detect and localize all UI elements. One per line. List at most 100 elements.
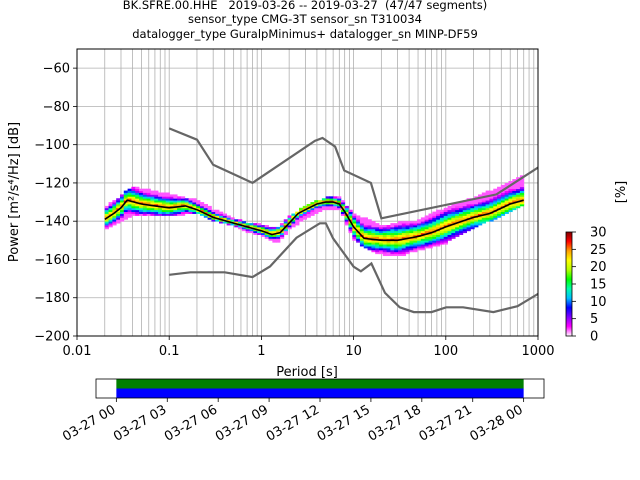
psd-density-cell <box>470 221 475 224</box>
psd-density-cell <box>455 230 460 234</box>
psd-density-cell <box>398 228 403 232</box>
psd-density-cell <box>519 198 525 201</box>
x-tick-label: 0.1 <box>159 344 180 359</box>
y-tick-label: −160 <box>34 253 70 268</box>
psd-density-cell <box>348 213 353 216</box>
psd-density-cell <box>451 221 456 224</box>
psd-density-cell <box>302 215 308 218</box>
psd-density-cell <box>169 200 174 203</box>
psd-density-cell <box>439 211 445 214</box>
psd-density-cell <box>279 232 285 235</box>
psd-density-cell <box>386 246 391 249</box>
psd-density-cell <box>413 247 418 251</box>
psd-density-cell <box>436 232 441 235</box>
psd-density-cell <box>428 230 433 234</box>
psd-density-cell <box>188 207 193 211</box>
psd-density-cell <box>428 228 433 232</box>
psd-density-cell <box>150 194 155 197</box>
psd-density-cell <box>474 207 479 211</box>
psd-density-cell <box>253 230 258 234</box>
psd-density-cell <box>131 213 136 216</box>
psd-density-cell <box>337 207 342 211</box>
psd-density-cell <box>451 228 456 232</box>
psd-density-cell <box>371 236 376 239</box>
psd-density-cell <box>409 249 414 253</box>
psd-density-cell <box>154 196 159 199</box>
colorbar-tick-label: 15 <box>590 278 607 293</box>
psd-density-cell <box>352 219 357 222</box>
psd-density-cell <box>127 196 132 199</box>
psd-density-cell <box>455 207 460 211</box>
psd-density-cell <box>451 236 456 239</box>
psd-density-cell <box>493 211 498 214</box>
psd-density-cell <box>135 188 140 191</box>
timeline-tick-label: 03-28 00 <box>468 402 526 444</box>
psd-density-cell <box>356 240 361 243</box>
psd-density-cell <box>405 223 410 226</box>
psd-density-cell <box>283 223 288 226</box>
psd-density-cell <box>119 217 125 220</box>
psd-density-cell <box>211 211 216 214</box>
psd-density-cell <box>394 251 399 255</box>
psd-density-cell <box>348 226 353 230</box>
psd-density-cell <box>112 203 117 207</box>
psd-density-cell <box>409 230 414 234</box>
psd-density-cell <box>249 228 254 232</box>
psd-density-cell <box>439 213 445 216</box>
psd-density-cell <box>299 209 304 213</box>
psd-density-cell <box>409 232 414 235</box>
psd-density-cell <box>116 219 121 222</box>
psd-density-cell <box>462 221 467 224</box>
psd-density-cell <box>417 232 422 235</box>
psd-density-cell <box>142 194 148 197</box>
psd-density-cell <box>199 213 205 216</box>
psd-density-cell <box>184 209 189 213</box>
psd-density-cell <box>519 203 525 207</box>
x-axis-ticks: 0.01 0.1 1 10 100 1000 <box>63 336 555 359</box>
timeline-coverage-row <box>116 388 524 398</box>
psd-density-cell <box>180 203 186 207</box>
psd-density-cell <box>428 225 433 228</box>
psd-density-cell <box>516 202 521 205</box>
psd-density-cell <box>131 209 136 213</box>
psd-density-cell <box>455 228 460 232</box>
psd-density-cell <box>493 207 498 211</box>
psd-density-cell <box>211 215 216 218</box>
psd-density-cell <box>150 200 155 203</box>
psd-density-cell <box>302 207 308 211</box>
psd-density-cell <box>455 217 460 220</box>
psd-density-cell <box>398 249 403 253</box>
psd-density-cell <box>146 211 151 214</box>
psd-density-cell <box>405 247 410 251</box>
psd-density-cell <box>424 234 429 237</box>
psd-density-cell <box>478 202 483 205</box>
psd-density-cell <box>173 203 178 207</box>
x-tick-label: 1000 <box>521 344 554 359</box>
psd-density-cell <box>508 196 513 199</box>
timeline-coverage-row <box>116 379 524 389</box>
psd-density-cell <box>222 221 228 224</box>
psd-density-cell <box>432 215 437 218</box>
psd-density-cell <box>493 217 498 220</box>
psd-density-cell <box>466 228 471 232</box>
psd-density-cell <box>329 202 334 205</box>
psd-density-cell <box>238 219 243 222</box>
psd-density-cell <box>516 205 521 209</box>
psd-density-cell <box>458 226 464 230</box>
psd-density-cell <box>359 219 365 222</box>
psd-density-cell <box>378 236 384 239</box>
psd-density-cell <box>158 200 163 203</box>
psd-density-cell <box>238 221 243 224</box>
psd-density-cell <box>154 205 159 209</box>
psd-density-cell <box>470 215 475 218</box>
psd-density-cell <box>215 219 220 222</box>
psd-density-cell <box>287 225 292 228</box>
psd-density-cell <box>371 244 376 247</box>
psd-density-cell <box>127 209 132 213</box>
psd-density-cell <box>249 230 254 234</box>
psd-density-cell <box>424 228 429 232</box>
psd-density-cell <box>131 192 136 195</box>
psd-density-cell <box>222 213 228 216</box>
psd-density-cell <box>382 232 388 235</box>
psd-density-cell <box>386 242 391 245</box>
